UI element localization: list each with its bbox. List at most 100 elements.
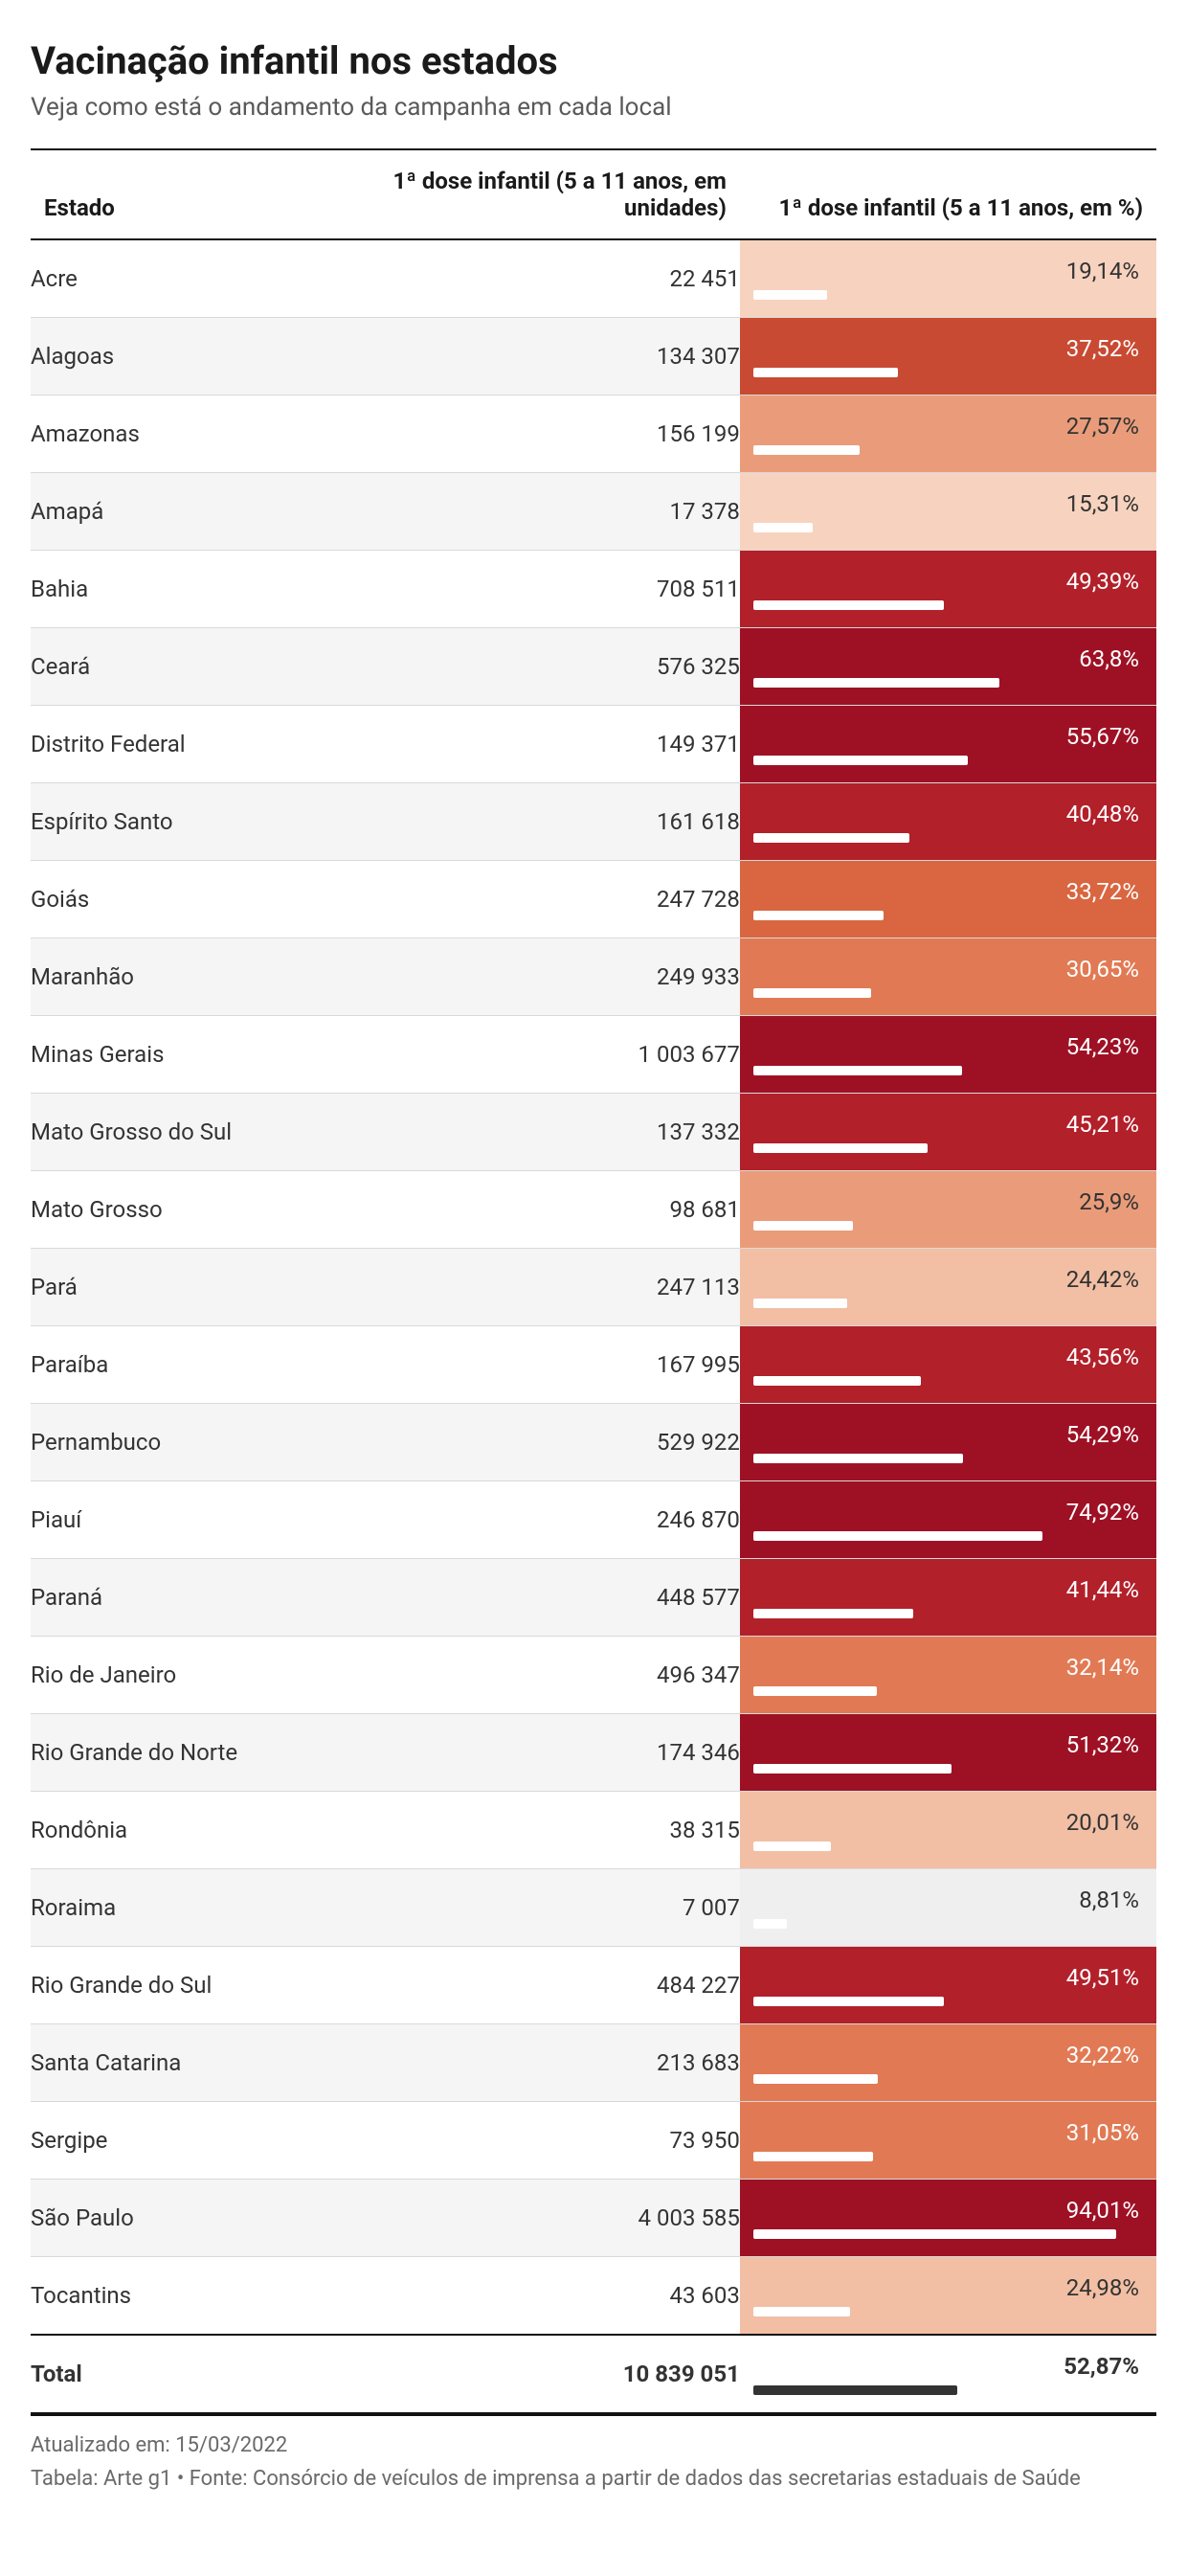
cell-pct: 37,52% bbox=[740, 318, 1156, 395]
pct-bar bbox=[753, 1919, 788, 1929]
table-row: Santa Catarina213 68332,22% bbox=[31, 2024, 1156, 2102]
col-header-state: Estado bbox=[31, 149, 369, 239]
pct-bar bbox=[753, 1454, 963, 1463]
cell-state: Santa Catarina bbox=[31, 2024, 369, 2102]
table-row: Paraíba167 99543,56% bbox=[31, 1326, 1156, 1404]
table-row: Rio Grande do Sul484 22749,51% bbox=[31, 1947, 1156, 2024]
cell-units: 156 199 bbox=[369, 395, 740, 473]
cell-state: Espírito Santo bbox=[31, 783, 369, 861]
pct-label: 51,32% bbox=[753, 1731, 1139, 1758]
cell-units: 246 870 bbox=[369, 1481, 740, 1559]
pct-bar-track bbox=[753, 445, 1139, 455]
table-row: Mato Grosso do Sul137 33245,21% bbox=[31, 1094, 1156, 1171]
pct-bar bbox=[753, 290, 827, 300]
pct-bar bbox=[753, 2152, 873, 2161]
vaccination-table: Estado 1ª dose infantil (5 a 11 anos, em… bbox=[31, 148, 1156, 2416]
table-row: Rio Grande do Norte174 34651,32% bbox=[31, 1714, 1156, 1792]
pct-label: 25,9% bbox=[753, 1188, 1139, 1215]
pct-bar-track bbox=[753, 2385, 1139, 2395]
pct-bar-track bbox=[753, 756, 1139, 765]
pct-bar-track bbox=[753, 1919, 1139, 1929]
cell-units: 1 003 677 bbox=[369, 1016, 740, 1094]
cell-state: Amapá bbox=[31, 473, 369, 551]
table-row-total: Total10 839 05152,87% bbox=[31, 2335, 1156, 2414]
cell-units: 4 003 585 bbox=[369, 2180, 740, 2257]
cell-pct: 8,81% bbox=[740, 1869, 1156, 1947]
pct-bar bbox=[753, 1376, 922, 1386]
table-row: Alagoas134 30737,52% bbox=[31, 318, 1156, 395]
pct-bar-track bbox=[753, 1376, 1139, 1386]
cell-state: Rondônia bbox=[31, 1792, 369, 1869]
table-row: Rondônia38 31520,01% bbox=[31, 1792, 1156, 1869]
cell-pct: 43,56% bbox=[740, 1326, 1156, 1404]
cell-units: 529 922 bbox=[369, 1404, 740, 1481]
cell-state: Distrito Federal bbox=[31, 706, 369, 783]
cell-pct: 54,29% bbox=[740, 1404, 1156, 1481]
pct-bar bbox=[753, 1299, 847, 1308]
cell-units: 496 347 bbox=[369, 1637, 740, 1714]
table-row: Pernambuco529 92254,29% bbox=[31, 1404, 1156, 1481]
cell-units: 137 332 bbox=[369, 1094, 740, 1171]
pct-bar-track bbox=[753, 1764, 1139, 1774]
table-row: Amazonas156 199 27,57% bbox=[31, 395, 1156, 473]
cell-pct: 94,01% bbox=[740, 2180, 1156, 2257]
pct-bar bbox=[753, 2229, 1116, 2239]
pct-label: 43,56% bbox=[753, 1344, 1139, 1370]
pct-bar-track bbox=[753, 2152, 1139, 2161]
pct-bar-track bbox=[753, 833, 1139, 843]
cell-pct: 20,01% bbox=[740, 1792, 1156, 1869]
cell-units: 484 227 bbox=[369, 1947, 740, 2024]
pct-bar-track bbox=[753, 911, 1139, 920]
cell-units: 247 728 bbox=[369, 861, 740, 938]
pct-bar-track bbox=[753, 1609, 1139, 1618]
pct-bar-track bbox=[753, 1842, 1139, 1851]
pct-bar bbox=[753, 1531, 1042, 1541]
pct-label: 55,67% bbox=[753, 723, 1139, 750]
cell-state: Roraima bbox=[31, 1869, 369, 1947]
pct-bar bbox=[753, 1221, 853, 1231]
table-row: Tocantins43 60324,98% bbox=[31, 2257, 1156, 2336]
pct-label: 33,72% bbox=[753, 878, 1139, 905]
table-row: Ceará576 32563,8% bbox=[31, 628, 1156, 706]
table-row: Rio de Janeiro496 34732,14% bbox=[31, 1637, 1156, 1714]
cell-pct: 19,14% bbox=[740, 239, 1156, 318]
cell-pct: 74,92% bbox=[740, 1481, 1156, 1559]
page-title: Vacinação infantil nos estados bbox=[31, 38, 1156, 83]
cell-state: Minas Gerais bbox=[31, 1016, 369, 1094]
pct-bar bbox=[753, 2074, 878, 2084]
table-row: São Paulo4 003 58594,01% bbox=[31, 2180, 1156, 2257]
cell-units: 167 995 bbox=[369, 1326, 740, 1404]
pct-label: 27,57% bbox=[753, 413, 1139, 440]
table-row: Bahia708 51149,39% bbox=[31, 551, 1156, 628]
cell-pct: 32,22% bbox=[740, 2024, 1156, 2102]
cell-units: 98 681 bbox=[369, 1171, 740, 1249]
pct-bar-track bbox=[753, 600, 1139, 610]
pct-label: 94,01% bbox=[753, 2197, 1139, 2224]
pct-bar bbox=[753, 1842, 831, 1851]
pct-bar bbox=[753, 368, 898, 377]
cell-pct: 63,8% bbox=[740, 628, 1156, 706]
cell-units: 249 933 bbox=[369, 938, 740, 1016]
pct-bar bbox=[753, 1066, 963, 1075]
cell-units: 174 346 bbox=[369, 1714, 740, 1792]
cell-pct: 24,42% bbox=[740, 1249, 1156, 1326]
cell-units: 448 577 bbox=[369, 1559, 740, 1637]
pct-bar bbox=[753, 678, 999, 688]
cell-state: Tocantins bbox=[31, 2257, 369, 2336]
updated-text: Atualizado em: 15/03/2022 bbox=[31, 2433, 1156, 2457]
cell-units: 247 113 bbox=[369, 1249, 740, 1326]
pct-bar-track bbox=[753, 988, 1139, 998]
table-row: Pará247 11324,42% bbox=[31, 1249, 1156, 1326]
pct-bar-track bbox=[753, 2074, 1139, 2084]
cell-state: Sergipe bbox=[31, 2102, 369, 2180]
cell-state: Mato Grosso bbox=[31, 1171, 369, 1249]
table-row: Paraná448 57741,44% bbox=[31, 1559, 1156, 1637]
pct-label: 49,51% bbox=[753, 1964, 1139, 1991]
col-header-pct: 1ª dose infantil (5 a 11 anos, em %) bbox=[740, 149, 1156, 239]
cell-state: Amazonas bbox=[31, 395, 369, 473]
pct-bar bbox=[753, 988, 872, 998]
cell-pct: 24,98% bbox=[740, 2257, 1156, 2336]
cell-pct: 45,21% bbox=[740, 1094, 1156, 1171]
pct-bar-track bbox=[753, 2229, 1139, 2239]
pct-label: 54,23% bbox=[753, 1033, 1139, 1060]
